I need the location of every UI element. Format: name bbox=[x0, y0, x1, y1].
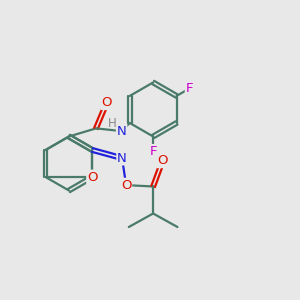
Text: O: O bbox=[101, 96, 112, 109]
Text: F: F bbox=[149, 145, 157, 158]
Text: N: N bbox=[117, 124, 127, 138]
Text: O: O bbox=[121, 178, 131, 192]
Text: O: O bbox=[87, 170, 98, 184]
Text: F: F bbox=[186, 82, 193, 95]
Text: H: H bbox=[108, 117, 116, 130]
Text: O: O bbox=[157, 154, 168, 167]
Text: N: N bbox=[117, 152, 127, 165]
